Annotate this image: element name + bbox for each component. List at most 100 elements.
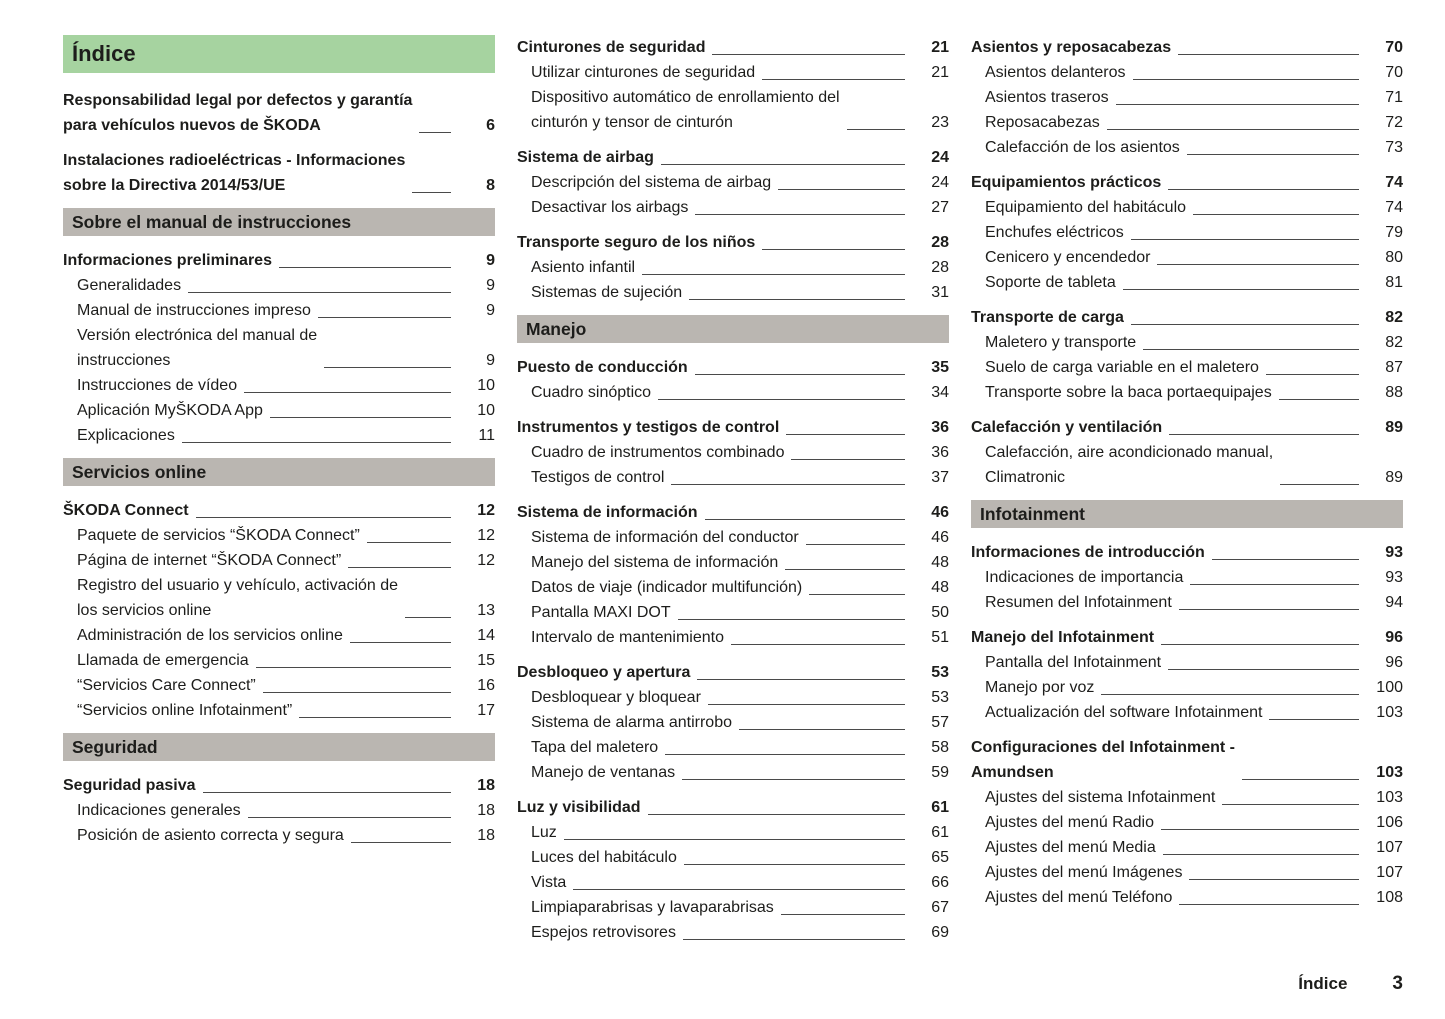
toc-entry-label: Suelo de carga variable en el maletero [985,359,1259,376]
toc-page-number: 48 [931,554,949,571]
toc-entry: Reposacabezas 72 [971,110,1403,135]
toc-page-number: 24 [931,149,949,166]
footer-chapter-label: Índice [1298,974,1348,993]
toc-leader-line [317,317,451,318]
toc-entry: Explicaciones 11 [63,423,495,448]
toc-entry-label: Desbloquear y bloquear [531,689,701,706]
toc-leader-line [255,667,451,668]
toc-entry-label: Ajustes del menú Teléfono [985,889,1173,906]
toc-entry-label: Pantalla del Infotainment [985,654,1162,671]
toc-page-number: 17 [477,702,495,719]
toc-leader-line [683,864,905,865]
toc-entry-label: Informaciones preliminares [63,252,272,269]
toc-entry: Calefacción, aire acondicionado manual, … [971,440,1403,490]
toc-entry: Luz 61 [517,820,949,845]
toc-page-number: 106 [1376,814,1403,831]
toc-page-number: 79 [1385,224,1403,241]
toc-entry-label: Indicaciones de importancia [985,569,1184,586]
section-header: Sobre el manual de instrucciones [63,208,495,236]
toc-entry-label: Manual de instrucciones impreso [77,302,311,319]
toc-leader-line [704,519,905,520]
toc-entry: Asientos y reposacabezas 70 [971,35,1403,60]
toc-page-number: 71 [1385,89,1403,106]
toc-leader-line [563,839,905,840]
toc-entry: Pantalla del Infotainment 96 [971,650,1403,675]
toc-page-number: 16 [477,677,495,694]
toc-entry: Luz y visibilidad 61 [517,795,949,820]
toc-page-number: 74 [1385,199,1403,216]
toc-entry-label: Sistema de alarma antirrobo [531,714,732,731]
toc-leader-line [1143,349,1359,350]
toc-entry: Informaciones preliminares 9 [63,248,495,273]
toc-page-number: 82 [1385,309,1403,326]
toc-leader-line [412,192,451,193]
toc-page-number: 6 [486,117,495,134]
toc-entry: Transporte de carga 82 [971,305,1403,330]
toc-entry-label: Cinturones de seguridad [517,39,706,56]
toc-page-number: 23 [931,114,949,131]
toc-leader-line [181,442,451,443]
toc-leader-line [1168,669,1359,670]
toc-page-number: 72 [1385,114,1403,131]
toc-leader-line [1278,399,1359,400]
toc-leader-line [1190,584,1359,585]
toc-leader-line [697,679,905,680]
toc-leader-line [195,517,451,518]
toc-entry: Registro del usuario y vehículo, activac… [63,573,495,623]
toc-entry-label: Aplicación MyŠKODA App [77,402,263,419]
toc-group: Luz y visibilidad 61 Luz 61 Luces del habitá… [517,795,949,945]
toc-leader-line [694,374,905,375]
toc-entry: Manejo de ventanas 59 [517,760,949,785]
toc-leader-line [682,779,905,780]
toc-entry: Calefacción y ventilación 89 [971,415,1403,440]
toc-leader-line [738,729,905,730]
toc-page-number: 31 [931,284,949,301]
toc-entry: Ajustes del menú Radio 106 [971,810,1403,835]
toc-entry: Equipamiento del habitáculo 74 [971,195,1403,220]
toc-entry-label: Luces del habitáculo [531,849,677,866]
toc-entry-label: Sistema de airbag [517,149,654,166]
toc-page-number: 35 [931,359,949,376]
toc-entry: Página de internet “ŠKODA Connect” 12 [63,548,495,573]
toc-page-number: 108 [1376,889,1403,906]
toc-group: ŠKODA Connect 12 Paquete de servicios “ŠKO… [63,498,495,723]
toc-group: Equipamientos prácticos 74 Equipamiento de… [971,170,1403,295]
toc-entry: Administración de los servicios online 14 [63,623,495,648]
toc-leader-line [1178,609,1359,610]
toc-leader-line [247,817,451,818]
toc-entry: Informaciones de introducción 93 [971,540,1403,565]
toc-entry: Limpiaparabrisas y lavaparabrisas 67 [517,895,949,920]
toc-entry: Suelo de carga variable en el maletero 87 [971,355,1403,380]
toc-entry: Manual de instrucciones impreso 9 [63,298,495,323]
toc-entry-label: Puesto de conducción [517,359,688,376]
toc-page-number: 93 [1385,569,1403,586]
toc-entry-label: Actualización del software Infotainment [985,704,1263,721]
toc-entry-label: “Servicios online Infotainment” [77,702,293,719]
toc-leader-line [244,392,451,393]
toc-entry: Luces del habitáculo 65 [517,845,949,870]
toc-page-number: 46 [931,504,949,521]
toc-page-number: 9 [486,252,495,269]
toc-leader-line [1189,879,1359,880]
toc-entry-label: Pantalla MAXI DOT [531,604,671,621]
toc-leader-line [1130,239,1359,240]
toc-page-number: 103 [1376,764,1403,781]
toc-entry: Calefacción de los asientos 73 [971,135,1403,160]
toc-group: Asientos y reposacabezas 70 Asientos delan… [971,35,1403,160]
toc-entry-label: Cenicero y encendedor [985,249,1151,266]
toc-leader-line [1280,484,1359,485]
toc-page-number: 93 [1385,544,1403,561]
toc-group: Informaciones preliminares 9 Generalidades… [63,248,495,448]
toc-leader-line [786,434,905,435]
toc-page-number: 61 [931,799,949,816]
toc-entry-label: Utilizar cinturones de seguridad [531,64,756,81]
toc-entry: Manejo por voz 100 [971,675,1403,700]
toc-page-number: 81 [1385,274,1403,291]
toc-group: Puesto de conducción 35 Cuadro sinóptico 34 [517,355,949,405]
toc-group: Responsabilidad legal por defectos y gar… [63,88,495,138]
toc-entry: Descripción del sistema de airbag 24 [517,170,949,195]
toc-entry: Asientos delanteros 70 [971,60,1403,85]
toc-columns: Índice Responsabilidad legal por defectos… [63,35,1403,945]
toc-page-number: 12 [477,552,495,569]
toc-entry-label: Manejo del Infotainment [971,629,1155,646]
